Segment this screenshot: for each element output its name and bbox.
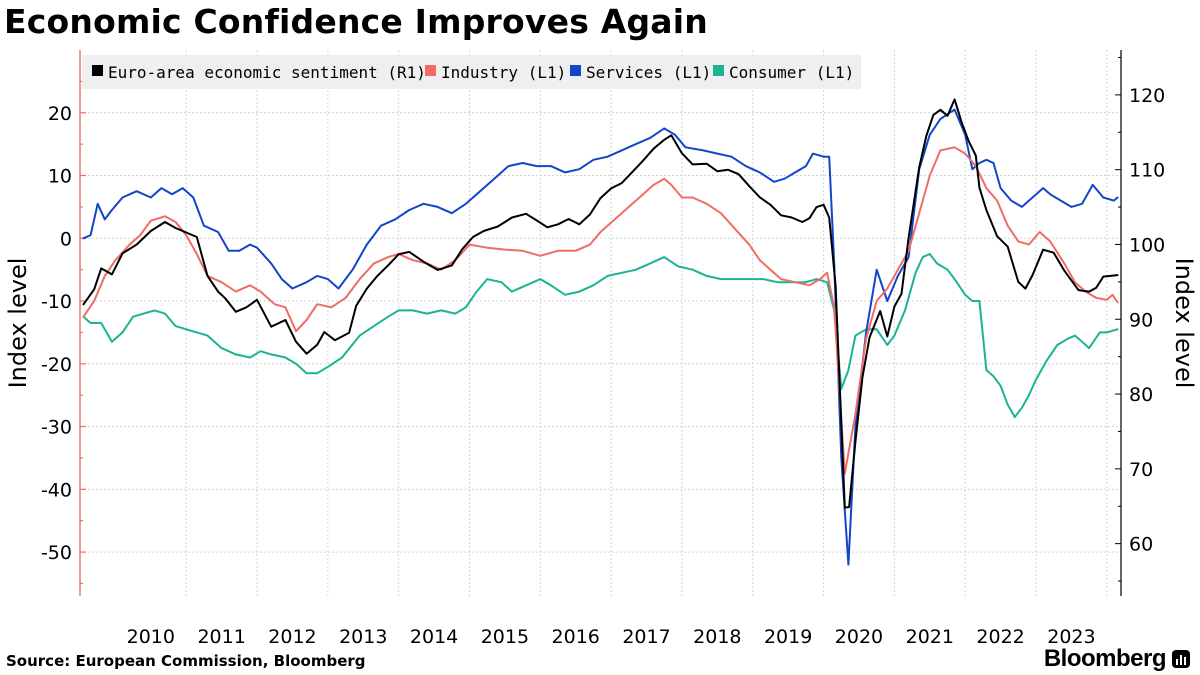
gridlines [80,50,1121,596]
legend-label: Services (L1) [586,63,711,82]
right-tick-label: 110 [1129,160,1165,182]
legend-swatch [713,65,724,76]
x-tick-label: 2013 [339,626,387,648]
series-line-2 [82,108,1119,566]
y-axis-label-right: Index level [1170,258,1198,389]
chart-title: Economic Confidence Improves Again [4,2,708,41]
left-tick-label: -40 [41,479,72,501]
x-tick-label: 2015 [481,626,529,648]
legend-box [82,55,861,89]
x-tick-label: 2012 [268,626,316,648]
left-tick-label: 0 [60,228,72,250]
right-tick-label: 90 [1129,309,1153,331]
right-tick-label: 60 [1129,534,1153,556]
source-note: Source: European Commission, Bloomberg [6,652,366,670]
right-tick-label: 120 [1129,85,1165,107]
legend-label: Industry (L1) [441,63,566,82]
x-tick-label: 2022 [976,626,1024,648]
bloomberg-terminal-icon [1172,650,1190,668]
x-tick-label: 2014 [410,626,458,648]
legend-label: Euro-area economic sentiment (R1) [108,63,426,82]
x-tick-label: 2020 [835,626,883,648]
x-tick-label: 2016 [552,626,600,648]
right-tick-label: 100 [1129,234,1165,256]
series-lines [82,98,1119,566]
left-tick-label: 10 [48,166,72,188]
legend-swatch [92,65,103,76]
bloomberg-logo: Bloomberg [1043,645,1167,672]
legend-swatch [570,65,581,76]
legend-swatch [425,65,436,76]
x-tick-label: 2021 [906,626,954,648]
x-tick-label: 2011 [197,626,245,648]
x-tick-label: 2010 [127,626,175,648]
x-tick-label: 2017 [622,626,670,648]
right-tick-label: 80 [1129,384,1153,406]
series-line-0 [82,98,1119,509]
right-tick-label: 70 [1129,459,1153,481]
series-line-3 [82,253,1119,419]
left-tick-label: -20 [41,354,72,376]
legend-label: Consumer (L1) [729,63,854,82]
x-tick-label: 2019 [764,626,812,648]
left-tick-label: -30 [41,417,72,439]
left-tick-label: -50 [41,542,72,564]
series-line-1 [82,146,1119,475]
left-tick-label: -10 [41,291,72,313]
x-tick-label: 2023 [1047,626,1095,648]
legend: Euro-area economic sentiment (R1) Industr… [82,55,861,89]
left-tick-label: 20 [48,103,72,125]
x-tick-label: 2018 [693,626,741,648]
y-axis-label-left: Index level [4,258,32,389]
axes: 20100-10-20-30-40-5012011010090807060201… [41,50,1165,648]
